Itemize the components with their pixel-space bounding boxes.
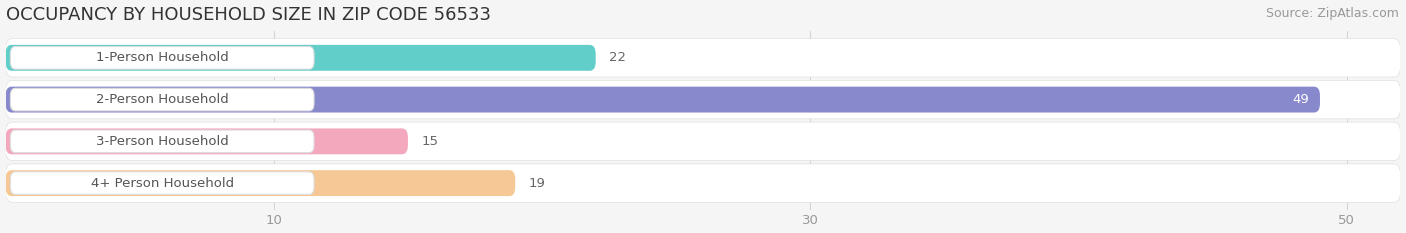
FancyBboxPatch shape xyxy=(6,87,1320,113)
FancyBboxPatch shape xyxy=(10,130,314,153)
FancyBboxPatch shape xyxy=(6,122,1400,161)
FancyBboxPatch shape xyxy=(10,88,314,111)
Text: 1-Person Household: 1-Person Household xyxy=(96,51,229,64)
FancyBboxPatch shape xyxy=(6,164,1400,202)
FancyBboxPatch shape xyxy=(6,80,1400,119)
Text: 15: 15 xyxy=(422,135,439,148)
Text: 49: 49 xyxy=(1292,93,1309,106)
Text: Source: ZipAtlas.com: Source: ZipAtlas.com xyxy=(1265,7,1399,20)
Text: 3-Person Household: 3-Person Household xyxy=(96,135,229,148)
Text: 4+ Person Household: 4+ Person Household xyxy=(90,177,233,190)
Text: 22: 22 xyxy=(609,51,626,64)
FancyBboxPatch shape xyxy=(10,47,314,69)
FancyBboxPatch shape xyxy=(6,45,596,71)
Text: 19: 19 xyxy=(529,177,546,190)
Text: 2-Person Household: 2-Person Household xyxy=(96,93,229,106)
FancyBboxPatch shape xyxy=(6,170,515,196)
FancyBboxPatch shape xyxy=(6,39,1400,77)
Text: OCCUPANCY BY HOUSEHOLD SIZE IN ZIP CODE 56533: OCCUPANCY BY HOUSEHOLD SIZE IN ZIP CODE … xyxy=(6,6,491,24)
FancyBboxPatch shape xyxy=(10,172,314,194)
FancyBboxPatch shape xyxy=(6,128,408,154)
